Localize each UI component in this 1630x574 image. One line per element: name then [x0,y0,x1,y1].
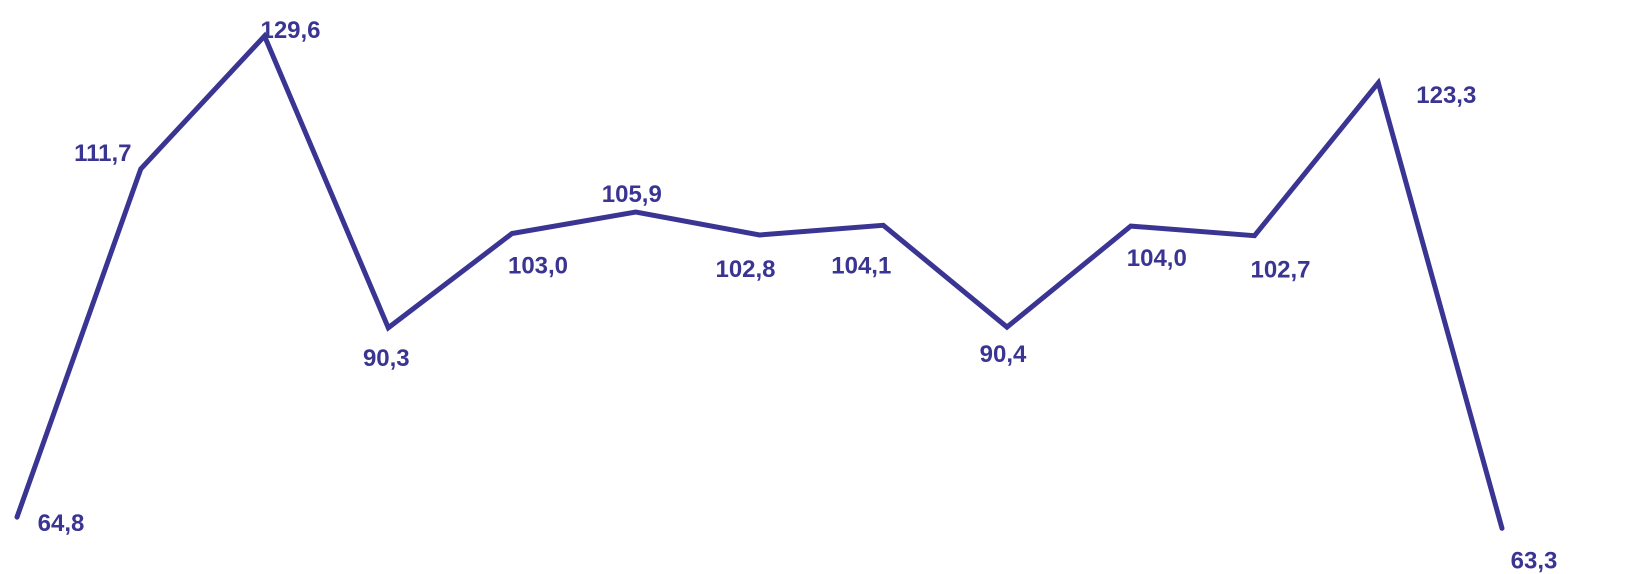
data-label: 104,0 [1127,245,1187,272]
data-label: 102,8 [715,256,775,283]
data-label: 104,1 [831,252,891,279]
data-label: 90,4 [980,341,1027,368]
data-label: 111,7 [74,140,131,167]
data-label: 129,6 [260,17,320,44]
data-label: 90,3 [363,345,410,372]
data-labels: 64,8 111,7 129,6 90,3 103,0 105,9 102,8 104,1 90… [38,17,1558,574]
data-label: 64,8 [38,510,85,537]
data-label: 105,9 [602,181,662,208]
data-label: 123,3 [1416,82,1476,109]
data-label: 103,0 [508,253,568,280]
data-label: 102,7 [1250,257,1310,284]
data-label: 63,3 [1511,547,1558,574]
